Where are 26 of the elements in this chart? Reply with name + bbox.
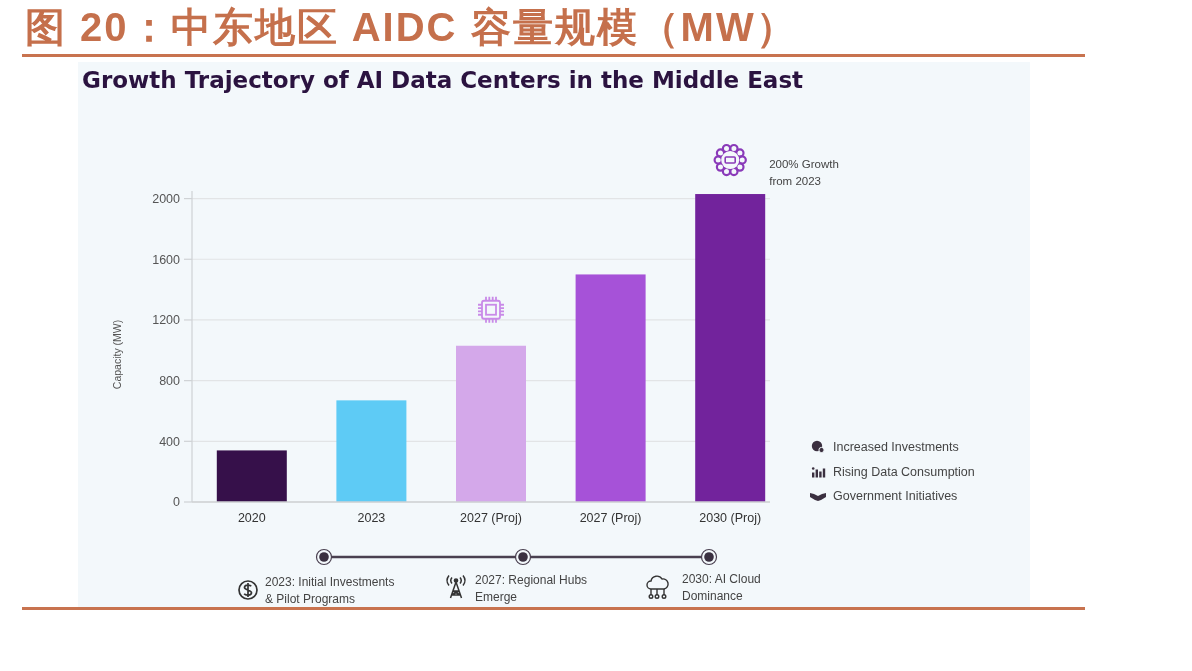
x-tick-label: 2030 (Proj) xyxy=(699,511,762,525)
bar xyxy=(216,450,287,502)
x-tick-label: 2023 xyxy=(357,511,386,525)
y-tick-label: 800 xyxy=(159,374,181,389)
text: Rising Data Consumption xyxy=(833,464,975,479)
bar xyxy=(695,194,766,502)
y-tick-label: 0 xyxy=(173,495,181,510)
x-tick-label: 2020 xyxy=(237,511,266,525)
text: 200% Growth from 2023 xyxy=(769,158,839,188)
text: 2023: Initial Investments & Pilot Programs xyxy=(265,575,395,606)
y-tick-label: 1200 xyxy=(152,313,181,328)
text: 2027: Regional Hubs Emerge xyxy=(475,573,588,604)
x-tick-label: 2027 (Proj) xyxy=(460,511,522,525)
text: Government Initiatives xyxy=(833,489,958,503)
y-axis-title: Capacity (MW) xyxy=(111,319,123,390)
chart-title: 图 20：中东地区 AIDC 容量规模（MW） xyxy=(25,4,798,50)
chart-subtitle: Growth Trajectory of AI Data Centers in the Middle East xyxy=(82,67,804,93)
x-tick-label: 2027 (Proj) xyxy=(579,511,642,525)
text: Increased Investments xyxy=(833,440,959,454)
bar xyxy=(336,400,407,502)
y-tick-label: 1600 xyxy=(152,252,181,267)
text: 2030: AI Cloud Dominance xyxy=(682,572,761,603)
y-tick-label: 400 xyxy=(159,434,181,449)
bar xyxy=(456,345,526,502)
bar xyxy=(575,274,646,502)
y-tick-label: 2000 xyxy=(152,191,181,206)
